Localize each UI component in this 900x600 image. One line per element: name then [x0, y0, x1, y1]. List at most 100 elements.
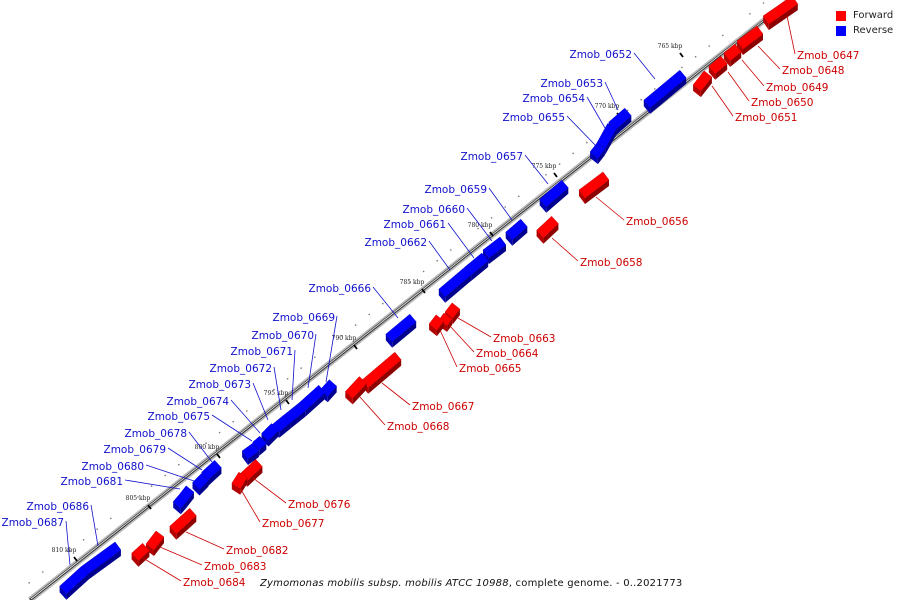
- gene-feature: [145, 530, 165, 556]
- leader-line: [604, 81, 619, 111]
- leader-line: [291, 349, 296, 401]
- minor-tick: [436, 259, 439, 262]
- gene-label: Zmob_0663: [493, 333, 555, 345]
- gene-label: Zmob_0680: [82, 461, 144, 473]
- gene-feature: [428, 314, 445, 337]
- gene-block-top: [444, 302, 461, 319]
- tick-label: 795 kbp: [264, 390, 289, 397]
- gene-label: Zmob_0678: [125, 428, 187, 440]
- gene-block-end: [173, 501, 181, 515]
- gene-block-end: [261, 433, 269, 447]
- gene-feature: [172, 494, 188, 515]
- gene-feature: [169, 507, 197, 540]
- gene-feature: [708, 55, 728, 80]
- gene-label: Zmob_0676: [288, 499, 351, 511]
- gene-feature: [736, 25, 764, 55]
- leader-line: [439, 329, 458, 368]
- minor-tick: [477, 227, 479, 230]
- leader-line: [757, 45, 781, 70]
- minor-tick: [300, 367, 303, 369]
- major-tick: [353, 344, 358, 350]
- gene-label: Zmob_0679: [104, 444, 166, 456]
- gene-block-end: [763, 15, 769, 31]
- gene-block-end: [737, 41, 743, 55]
- gene-block-side: [471, 260, 489, 281]
- gene-block-side: [715, 63, 728, 80]
- tick-label: 785 kbp: [400, 279, 425, 286]
- leader-line: [524, 154, 549, 185]
- gene-block-end: [345, 391, 353, 405]
- gene-label: Zmob_0649: [766, 82, 828, 94]
- gene-label: Zmob_0647: [797, 50, 859, 62]
- minor-tick: [82, 539, 85, 541]
- caption-suffix: , complete genome. - 0..2021773: [508, 578, 683, 589]
- minor-tick: [273, 388, 275, 391]
- gene-block-end: [539, 199, 547, 213]
- leader-line: [124, 479, 181, 490]
- gene-block-side: [585, 180, 609, 204]
- minor-tick: [150, 485, 153, 487]
- minor-tick: [368, 313, 371, 316]
- gene-label: Zmob_0673: [189, 379, 251, 391]
- leader-line: [252, 477, 287, 504]
- gene-block-top: [172, 494, 188, 509]
- gene-label: Zmob_0655: [503, 112, 565, 124]
- leader-line: [595, 196, 625, 221]
- minor-tick: [708, 45, 710, 47]
- major-tick: [489, 231, 494, 237]
- gene-block-side: [368, 359, 402, 394]
- gene-block-side: [290, 410, 306, 429]
- gene-block-side: [268, 430, 279, 447]
- leader-line: [428, 240, 451, 271]
- gene-block-side: [154, 537, 164, 556]
- gene-label: Zmob_0660: [403, 204, 465, 216]
- minor-tick: [286, 378, 289, 380]
- gene-block-top: [169, 507, 197, 535]
- gene-block-side: [279, 422, 291, 438]
- minor-tick: [722, 34, 724, 37]
- leader-line: [65, 520, 71, 566]
- gene-block-end: [385, 334, 393, 348]
- gene-block-top: [539, 179, 569, 208]
- gene-block-top: [505, 218, 528, 241]
- minor-tick: [28, 582, 31, 584]
- gene-block-top: [708, 55, 728, 75]
- gene-label: Zmob_0656: [626, 216, 689, 228]
- gene-feature: [261, 423, 279, 447]
- gene-block-side: [247, 466, 263, 487]
- gene-block-top: [762, 0, 799, 25]
- leader-line: [786, 15, 796, 55]
- gene-block-side: [208, 467, 222, 486]
- map-caption: Zymomonas mobilis subsp. mobilis ATCC 10…: [260, 578, 683, 589]
- gene-block-side: [605, 128, 617, 155]
- gene-feature: [192, 473, 209, 496]
- gene-block-side: [597, 149, 605, 165]
- minor-tick: [409, 281, 411, 284]
- gene-label: Zmob_0674: [167, 396, 230, 408]
- gene-label: Zmob_0672: [210, 363, 272, 375]
- gene-label: Zmob_0653: [541, 78, 603, 90]
- minor-tick: [341, 335, 343, 337]
- minor-tick: [490, 217, 493, 219]
- gene-block-end: [192, 482, 200, 496]
- gene-block-top: [252, 435, 267, 451]
- gene-block-side: [768, 4, 798, 31]
- minor-tick: [218, 431, 221, 434]
- gene-block-top: [131, 542, 150, 562]
- gene-block-top: [536, 215, 559, 239]
- gene-feature: [241, 442, 260, 465]
- gene-block-side: [743, 34, 763, 55]
- leader-line: [167, 447, 203, 471]
- gene-block-end: [643, 100, 651, 114]
- minor-tick: [246, 410, 248, 412]
- gene-block-end: [505, 232, 513, 246]
- gene-label: Zmob_0665: [459, 363, 521, 375]
- gene-block-end: [231, 483, 241, 495]
- minor-tick: [545, 174, 547, 176]
- gene-block-side: [327, 386, 337, 403]
- gene-block-side: [730, 51, 742, 67]
- leader-line: [142, 557, 182, 582]
- gene-label: Zmob_0677: [262, 518, 324, 530]
- gene-label: Zmob_0652: [570, 49, 632, 61]
